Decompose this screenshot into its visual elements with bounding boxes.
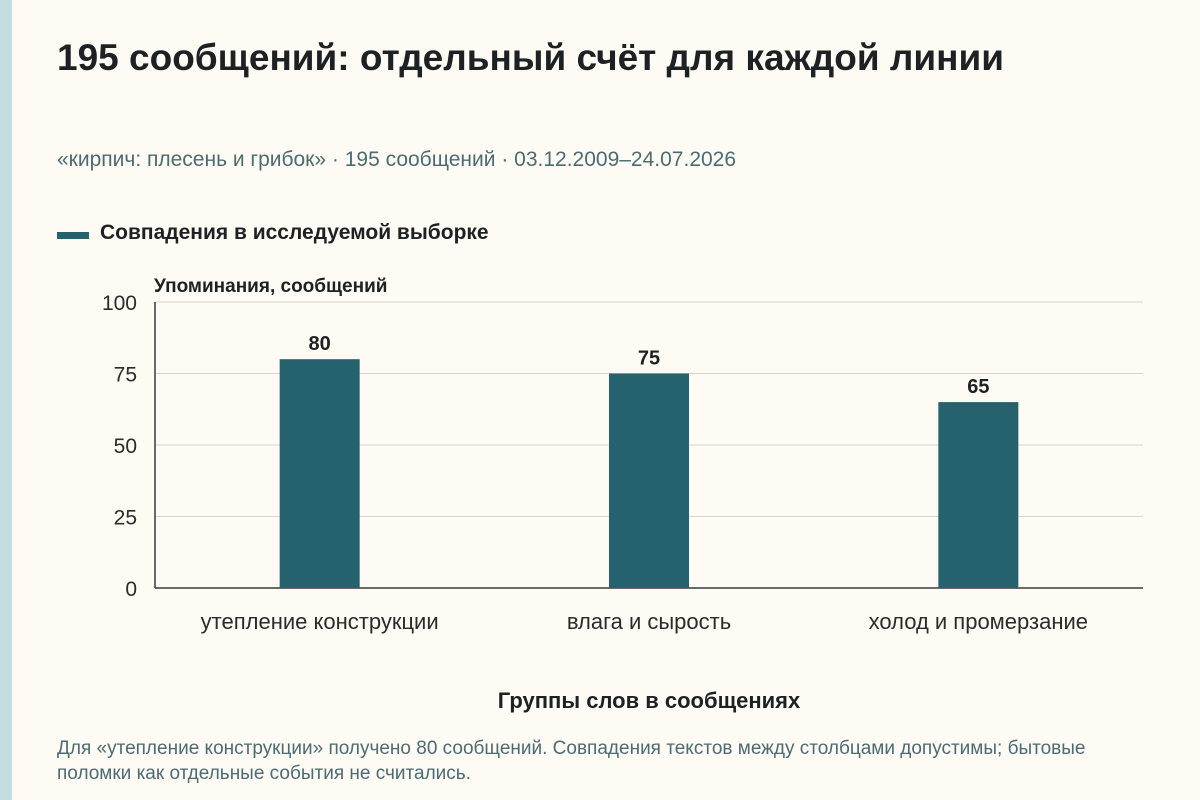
chart-subtitle: «кирпич: плесень и грибок» · 195 сообщен…: [57, 148, 737, 171]
y-tick-label: 0: [125, 578, 137, 601]
bar: [279, 359, 360, 588]
bar-value-label: 75: [638, 348, 660, 370]
y-axis-label: Упоминания, сообщений: [154, 276, 387, 297]
chart-title: 195 сообщений: отдельный счёт для каждой…: [57, 37, 1004, 78]
y-tick-label: 100: [102, 292, 137, 315]
x-tick-label: холод и промерзание: [869, 609, 1088, 634]
bar: [609, 373, 689, 588]
bar: [938, 402, 1019, 588]
legend: Совпадения в исследуемой выборке: [57, 218, 489, 248]
bar-value-label: 80: [309, 333, 331, 355]
edge-accent-strip: [0, 0, 12, 800]
x-axis-label: Группы слов в сообщениях: [498, 688, 801, 713]
legend-label: Совпадения в исследуемой выборке: [100, 221, 489, 244]
x-tick-label: утепление конструкции: [201, 609, 439, 634]
bar-chart: 0 25 50 75 100 Упоминания, сообщений 80 утеплен…: [102, 276, 1143, 713]
legend-swatch: [57, 231, 89, 239]
footnote: Для «утепление конструкции» получено 80 …: [57, 738, 1086, 784]
x-tick-label: влага и сырость: [567, 609, 731, 634]
y-tick-label: 50: [114, 435, 137, 458]
y-tick-label: 25: [114, 507, 137, 530]
bar-value-label: 65: [967, 376, 989, 398]
y-tick-label: 75: [114, 364, 137, 387]
